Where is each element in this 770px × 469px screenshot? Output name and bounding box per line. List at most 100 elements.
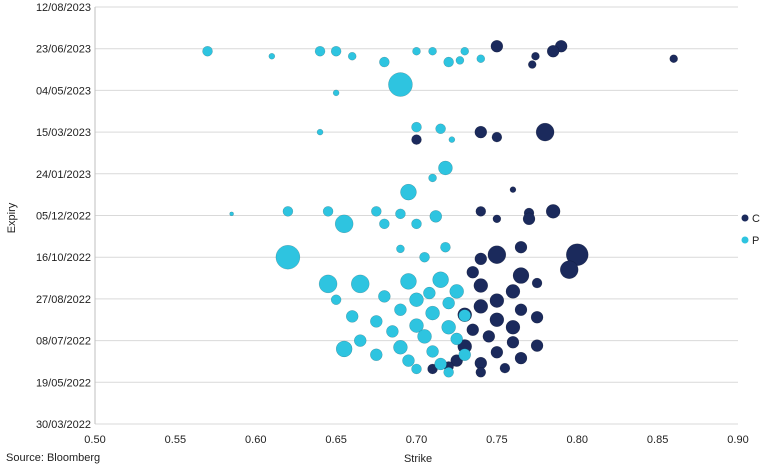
bubble-c: [505, 284, 521, 299]
bubble-p: [322, 206, 334, 217]
bubble-p: [332, 89, 340, 97]
x-tick-label: 0.50: [84, 434, 105, 446]
bubble-p: [428, 173, 437, 183]
bubble-c: [490, 346, 504, 359]
bubble-c: [514, 303, 528, 316]
bubble-p: [455, 56, 465, 65]
bubble-c: [492, 214, 502, 224]
y-tick-label: 23/06/2023: [36, 44, 91, 56]
bubble-p: [378, 290, 391, 303]
legend-marker-p: [741, 236, 749, 244]
bubble-c: [535, 122, 555, 142]
bubble-p: [443, 367, 454, 378]
bubble-p: [353, 334, 367, 347]
bubble-p: [402, 354, 415, 367]
legend-marker-c: [741, 214, 749, 222]
bubble-c: [474, 125, 488, 139]
y-tick-label: 19/05/2022: [36, 377, 91, 389]
bubble-p: [229, 211, 234, 217]
y-tick-label: 30/03/2022: [36, 419, 91, 431]
bubble-p: [379, 218, 390, 230]
bubble-c: [466, 323, 480, 337]
source-note: Source: Bloomberg: [6, 452, 101, 464]
bubble-c: [531, 51, 540, 61]
bubble-c: [473, 278, 489, 293]
bubble-c: [509, 186, 517, 193]
x-tick-label: 0.75: [486, 434, 507, 446]
bubble-c: [475, 367, 487, 378]
x-tick-label: 0.55: [165, 434, 186, 446]
bubble-c: [506, 336, 520, 349]
x-axis-ticks: 0.50 0.55 0.60 0.65 0.70 0.75 0.80 0.85 0.90: [84, 434, 748, 446]
bubble-p: [432, 271, 449, 288]
y-axis-title: Expiry: [6, 202, 18, 233]
bubble-p: [411, 121, 422, 133]
bubble-c: [474, 252, 488, 266]
bubble-p: [347, 51, 357, 61]
bubble-p: [379, 56, 390, 68]
bubble-p: [370, 348, 383, 362]
bubble-c: [545, 204, 561, 219]
bubble-p: [345, 310, 359, 323]
gridlines: [94, 6, 738, 425]
bubble-p: [350, 274, 370, 294]
x-tick-label: 0.85: [647, 434, 668, 446]
bubble-c: [489, 312, 505, 327]
y-tick-label: 16/10/2022: [36, 252, 91, 264]
bubble-p: [395, 208, 406, 220]
x-tick-label: 0.90: [727, 434, 748, 446]
bubble-c: [487, 245, 507, 264]
bubble-c: [546, 44, 560, 58]
bubble-p: [316, 128, 324, 136]
bubble-c: [473, 299, 489, 314]
bubble-c: [475, 206, 487, 217]
bubble-p: [282, 206, 294, 217]
bubble-c: [530, 310, 544, 324]
bubble-p: [314, 45, 326, 57]
bubble-p: [428, 46, 437, 56]
bubble-c: [491, 131, 503, 143]
bubble-p: [419, 251, 430, 263]
bubble-p: [426, 345, 439, 358]
y-tick-label: 12/08/2023: [36, 2, 91, 14]
bubble-p: [450, 332, 463, 346]
bubble-p: [400, 183, 417, 201]
bubble-p: [429, 210, 443, 223]
bubble-p: [318, 274, 338, 294]
y-tick-label: 27/08/2022: [36, 294, 91, 306]
bubble-p: [438, 160, 453, 176]
bubble-p: [334, 214, 354, 234]
bubble-p: [411, 363, 422, 375]
bubble-c: [499, 362, 511, 374]
y-tick-label: 08/07/2022: [36, 336, 91, 348]
bubble-c: [512, 267, 530, 284]
bubble-p: [440, 241, 451, 253]
y-axis-ticks: 30/03/2022 19/05/2022 08/07/2022 27/08/2022…: [36, 2, 91, 431]
bubble-p: [409, 292, 424, 307]
bubble-p: [330, 45, 342, 57]
bubble-p: [423, 286, 436, 300]
bubble-p: [460, 46, 469, 56]
x-tick-label: 0.65: [325, 434, 346, 446]
bubble-p: [275, 244, 301, 270]
bubble-p: [448, 136, 456, 143]
bubble-c: [482, 330, 496, 343]
bubble-p: [394, 303, 407, 316]
bubble-p: [458, 348, 471, 362]
bubble-p: [434, 357, 447, 371]
bubble-p: [411, 218, 422, 230]
y-tick-label: 15/03/2023: [36, 127, 91, 139]
bubble-p: [396, 244, 405, 254]
legend-label-p: P: [752, 235, 759, 247]
bubble-c: [411, 134, 422, 145]
legend: C P: [741, 213, 760, 247]
bubble-c: [514, 351, 528, 365]
y-tick-label: 05/12/2022: [36, 211, 91, 223]
bubble-p: [449, 284, 464, 299]
bubble-p: [441, 320, 456, 335]
bubble-c: [522, 212, 536, 226]
bubble-c: [466, 265, 480, 279]
y-tick-label: 04/05/2023: [36, 85, 91, 97]
bubble-c: [505, 320, 521, 335]
